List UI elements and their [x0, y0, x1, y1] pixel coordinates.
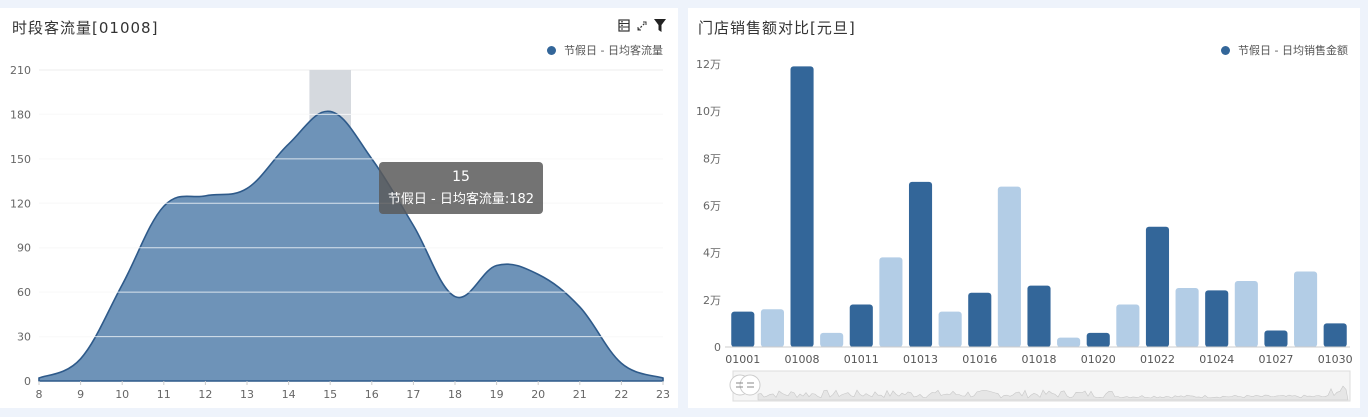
x-axis: 01001 01008 01011 01013 01016 01018 01020 01022…: [725, 353, 1352, 366]
x-tick-label: 01027: [1258, 353, 1293, 366]
x-tick-label: 01022: [1140, 353, 1175, 366]
legend[interactable]: 节假日 - 日均客流量: [547, 42, 663, 58]
bar-01011[interactable]: [849, 304, 873, 347]
x-tick-label: 15: [323, 388, 337, 401]
bar-01018[interactable]: [1027, 285, 1051, 347]
store-sales-panel: 门店销售额对比[元旦] 节假日 - 日均销售金额 0 2万 4万 6万 8万 10万 12万…: [688, 8, 1360, 408]
x-tick-label: 8: [36, 388, 43, 401]
tooltip-title: 15: [452, 169, 470, 185]
y-tick-label: 8万: [703, 152, 721, 165]
area-chart[interactable]: 0 30 60 90 120 150 180 210 8 9 10 11 12 13 14 15 16 17 18…: [0, 8, 678, 408]
x-tick-label: 13: [240, 388, 254, 401]
bar-01008[interactable]: [790, 66, 814, 347]
bar-01023[interactable]: [1175, 288, 1199, 347]
y-tick-label: 0: [714, 341, 721, 354]
x-tick-label: 14: [282, 388, 296, 401]
y-tick-label: 150: [10, 153, 31, 166]
bar-01030[interactable]: [1323, 323, 1347, 347]
legend[interactable]: 节假日 - 日均销售金额: [1221, 42, 1348, 58]
area-series: [38, 110, 664, 382]
bar-01004[interactable]: [760, 309, 784, 347]
x-tick-label: 01001: [725, 353, 760, 366]
y-tick-label: 90: [17, 242, 31, 255]
x-tick-label: 23: [656, 388, 670, 401]
restore-zoom-icon[interactable]: [636, 17, 648, 36]
x-axis: 8 9 10 11 12 13 14 15 16 17 18 19 20 21 22 23: [36, 381, 670, 401]
data-zoom-slider[interactable]: [729, 370, 1351, 402]
bar-chart[interactable]: 0 2万 4万 6万 8万 10万 12万 01001 01008 01011 01013 0101…: [688, 8, 1360, 408]
x-tick-label: 01011: [844, 353, 879, 366]
y-tick-label: 0: [24, 375, 31, 388]
bar-01016[interactable]: [968, 292, 992, 347]
bar-01024[interactable]: [1205, 290, 1229, 347]
x-tick-label: 01024: [1199, 353, 1234, 366]
y-tick-label: 10万: [696, 105, 721, 118]
x-tick-label: 18: [448, 388, 462, 401]
bar-01014[interactable]: [938, 311, 962, 347]
hourly-traffic-panel: 时段客流量[01008] 节假日 - 日均客流量 0 30 60 90 120 150 18…: [0, 8, 678, 408]
y-tick-label: 180: [10, 108, 31, 121]
x-tick-label: 22: [614, 388, 628, 401]
y-tick-label: 12万: [696, 58, 721, 71]
bar-01019[interactable]: [1057, 337, 1081, 347]
bar-series: [731, 66, 1347, 347]
x-tick-label: 01030: [1318, 353, 1353, 366]
filter-icon[interactable]: [654, 17, 666, 36]
bar-01028[interactable]: [1294, 271, 1318, 347]
panel-title: 门店销售额对比[元旦]: [698, 19, 856, 37]
x-tick-label: 01016: [962, 353, 997, 366]
x-tick-label: 01013: [903, 353, 938, 366]
legend-marker-icon: [1221, 45, 1231, 55]
x-tick-label: 01018: [1022, 353, 1057, 366]
legend-marker-icon: [547, 45, 557, 55]
bar-01022[interactable]: [1145, 226, 1170, 347]
legend-label: 节假日 - 日均销售金额: [1238, 44, 1348, 57]
bar-01020[interactable]: [1086, 332, 1110, 347]
y-tick-label: 120: [10, 197, 31, 210]
tooltip: 15 节假日 - 日均客流量:182: [379, 162, 543, 214]
y-tick-label: 2万: [703, 294, 721, 307]
chart-toolbar: [618, 17, 666, 36]
y-tick-label: 6万: [703, 200, 721, 213]
x-tick-label: 16: [365, 388, 379, 401]
y-tick-label: 60: [17, 286, 31, 299]
x-tick-label: 01008: [785, 353, 820, 366]
bar-01017[interactable]: [997, 186, 1021, 347]
x-tick-label: 12: [198, 388, 212, 401]
x-tick-label: 19: [490, 388, 504, 401]
panel-title: 时段客流量[01008]: [12, 19, 159, 37]
legend-label: 节假日 - 日均客流量: [564, 44, 663, 57]
bar-01001[interactable]: [731, 311, 755, 347]
x-tick-label: 17: [406, 388, 420, 401]
data-view-icon[interactable]: [618, 17, 630, 36]
x-tick-label: 9: [77, 388, 84, 401]
y-tick-label: 30: [17, 331, 31, 344]
x-tick-label: 21: [573, 388, 587, 401]
bar-01009[interactable]: [820, 332, 844, 347]
x-tick-label: 10: [115, 388, 129, 401]
y-tick-label: 4万: [703, 247, 721, 260]
bar-01012[interactable]: [879, 257, 903, 347]
y-tick-label: 210: [10, 64, 31, 77]
x-tick-label: 20: [531, 388, 545, 401]
bar-01021[interactable]: [1116, 304, 1140, 347]
bar-01025[interactable]: [1234, 280, 1258, 347]
bar-01013[interactable]: [908, 181, 933, 347]
data-zoom-handle[interactable]: [729, 374, 761, 396]
bar-01027[interactable]: [1264, 330, 1288, 347]
x-tick-label: 11: [157, 388, 171, 401]
y-axis: 0 2万 4万 6万 8万 10万 12万: [696, 58, 721, 354]
y-axis: 0 30 60 90 120 150 180 210: [10, 64, 31, 388]
tooltip-body: 节假日 - 日均客流量:182: [387, 192, 535, 207]
x-tick-label: 01020: [1081, 353, 1116, 366]
